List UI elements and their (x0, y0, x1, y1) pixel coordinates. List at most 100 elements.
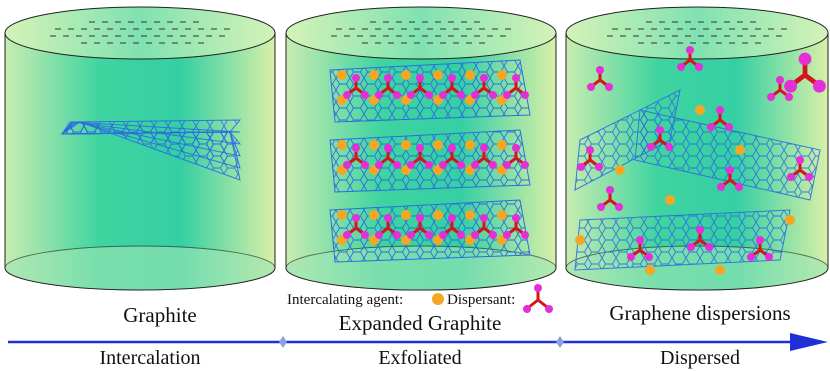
molecule (606, 186, 614, 194)
molecule (361, 231, 369, 239)
cylinder-top (566, 7, 828, 59)
molecule (369, 140, 379, 150)
molecule (352, 144, 360, 152)
legend-label: Dispersant: (447, 292, 515, 308)
molecule (497, 140, 507, 150)
molecule (717, 183, 725, 191)
molecule (343, 231, 351, 239)
molecule (725, 123, 733, 131)
molecule (686, 46, 694, 54)
legend-dispersant-icon (523, 284, 553, 313)
molecule (577, 163, 585, 171)
molecule (465, 70, 475, 80)
molecule (439, 91, 447, 99)
molecule (375, 231, 383, 239)
molecule (471, 91, 479, 99)
stage-label: Intercalation (99, 347, 200, 369)
molecule (785, 93, 793, 101)
molecule (352, 214, 360, 222)
molecule (796, 156, 804, 164)
molecule (787, 173, 795, 181)
molecule (497, 210, 507, 220)
panel-label: Expanded Graphite (339, 311, 502, 335)
molecule (393, 91, 401, 99)
page: Graphite Expanded Graphite Graphene disp… (0, 0, 830, 371)
molecule (586, 146, 594, 154)
molecule (407, 161, 415, 169)
molecule (785, 215, 795, 225)
molecule (401, 70, 411, 80)
molecule (375, 161, 383, 169)
molecule (805, 173, 813, 181)
molecule (425, 91, 433, 99)
molecule (503, 161, 511, 169)
molecule (489, 161, 497, 169)
cylinder-top (286, 7, 556, 59)
molecule (521, 231, 529, 239)
molecule (448, 74, 456, 82)
molecule (595, 163, 603, 171)
legend-agent-icon (432, 293, 444, 305)
stage-label: Exfoliated (378, 347, 461, 369)
molecule (615, 203, 623, 211)
molecule (393, 161, 401, 169)
molecule (480, 214, 488, 222)
molecule (369, 210, 379, 220)
molecule (687, 243, 695, 251)
molecule (776, 76, 784, 84)
molecule (457, 91, 465, 99)
molecule (433, 210, 443, 220)
molecule (480, 74, 488, 82)
molecule (401, 210, 411, 220)
molecule (512, 144, 520, 152)
molecule (696, 226, 704, 234)
molecule (615, 165, 625, 175)
molecule (337, 140, 347, 150)
molecule (705, 243, 713, 251)
molecule (337, 210, 347, 220)
panel-label: Graphene dispersions (609, 301, 790, 325)
molecule (433, 140, 443, 150)
molecule (489, 91, 497, 99)
molecule (337, 70, 347, 80)
molecule (369, 70, 379, 80)
molecule (384, 74, 392, 82)
molecule (457, 231, 465, 239)
stage-label: Dispersed (660, 347, 740, 369)
molecule (647, 143, 655, 151)
cylinder-top (5, 7, 275, 59)
molecule (343, 161, 351, 169)
stage-marker (279, 336, 287, 348)
molecule (503, 91, 511, 99)
molecule (361, 161, 369, 169)
panel-label: Graphite (123, 303, 196, 327)
molecule (401, 140, 411, 150)
molecule (489, 231, 497, 239)
molecule (471, 161, 479, 169)
molecule (665, 143, 673, 151)
stage-marker (556, 336, 564, 348)
molecule (407, 231, 415, 239)
molecule (384, 214, 392, 222)
molecule (715, 265, 725, 275)
molecule (393, 231, 401, 239)
molecule (627, 253, 635, 261)
molecule (512, 214, 520, 222)
diagram: Graphite Expanded Graphite Graphene disp… (0, 0, 830, 371)
molecule (439, 161, 447, 169)
molecule (784, 80, 797, 93)
molecule (448, 144, 456, 152)
molecule (471, 231, 479, 239)
molecule (416, 74, 424, 82)
molecule (521, 161, 529, 169)
molecule (416, 214, 424, 222)
molecule (457, 161, 465, 169)
molecule (665, 195, 675, 205)
molecule (645, 265, 655, 275)
molecule (695, 105, 705, 115)
molecule (707, 123, 715, 131)
molecule (448, 214, 456, 222)
molecule (361, 91, 369, 99)
molecule (343, 91, 351, 99)
molecule (656, 126, 664, 134)
